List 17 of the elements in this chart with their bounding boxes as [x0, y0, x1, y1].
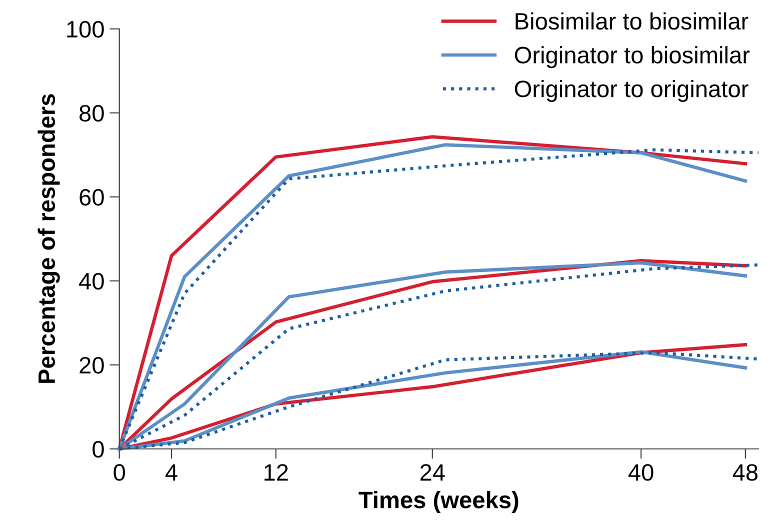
x-axis-title: Times (weeks): [358, 491, 518, 514]
y-axis-title: Percentage of responders: [38, 94, 60, 383]
y-tick-label: 100: [67, 20, 104, 38]
y-tick-label: 20: [80, 356, 104, 374]
x-tick-label: 48: [732, 464, 758, 481]
y-tick-label: 40: [79, 272, 104, 290]
x-tick-label: 0: [114, 464, 125, 481]
y-tick-label: 0: [92, 440, 104, 458]
y-tick-label: 80: [80, 104, 104, 122]
x-tick-label: 12: [264, 464, 288, 481]
x-tick-label: 40: [628, 464, 654, 481]
x-tick-label: 24: [420, 464, 445, 481]
y-tick-label: 60: [80, 188, 104, 206]
legend-label: Biosimilar to biosimilar: [516, 12, 748, 30]
legend-label: Originator to originator: [514, 80, 748, 102]
x-tick-label: 4: [166, 464, 178, 481]
legend-label: Originator to biosimilar: [514, 46, 750, 68]
